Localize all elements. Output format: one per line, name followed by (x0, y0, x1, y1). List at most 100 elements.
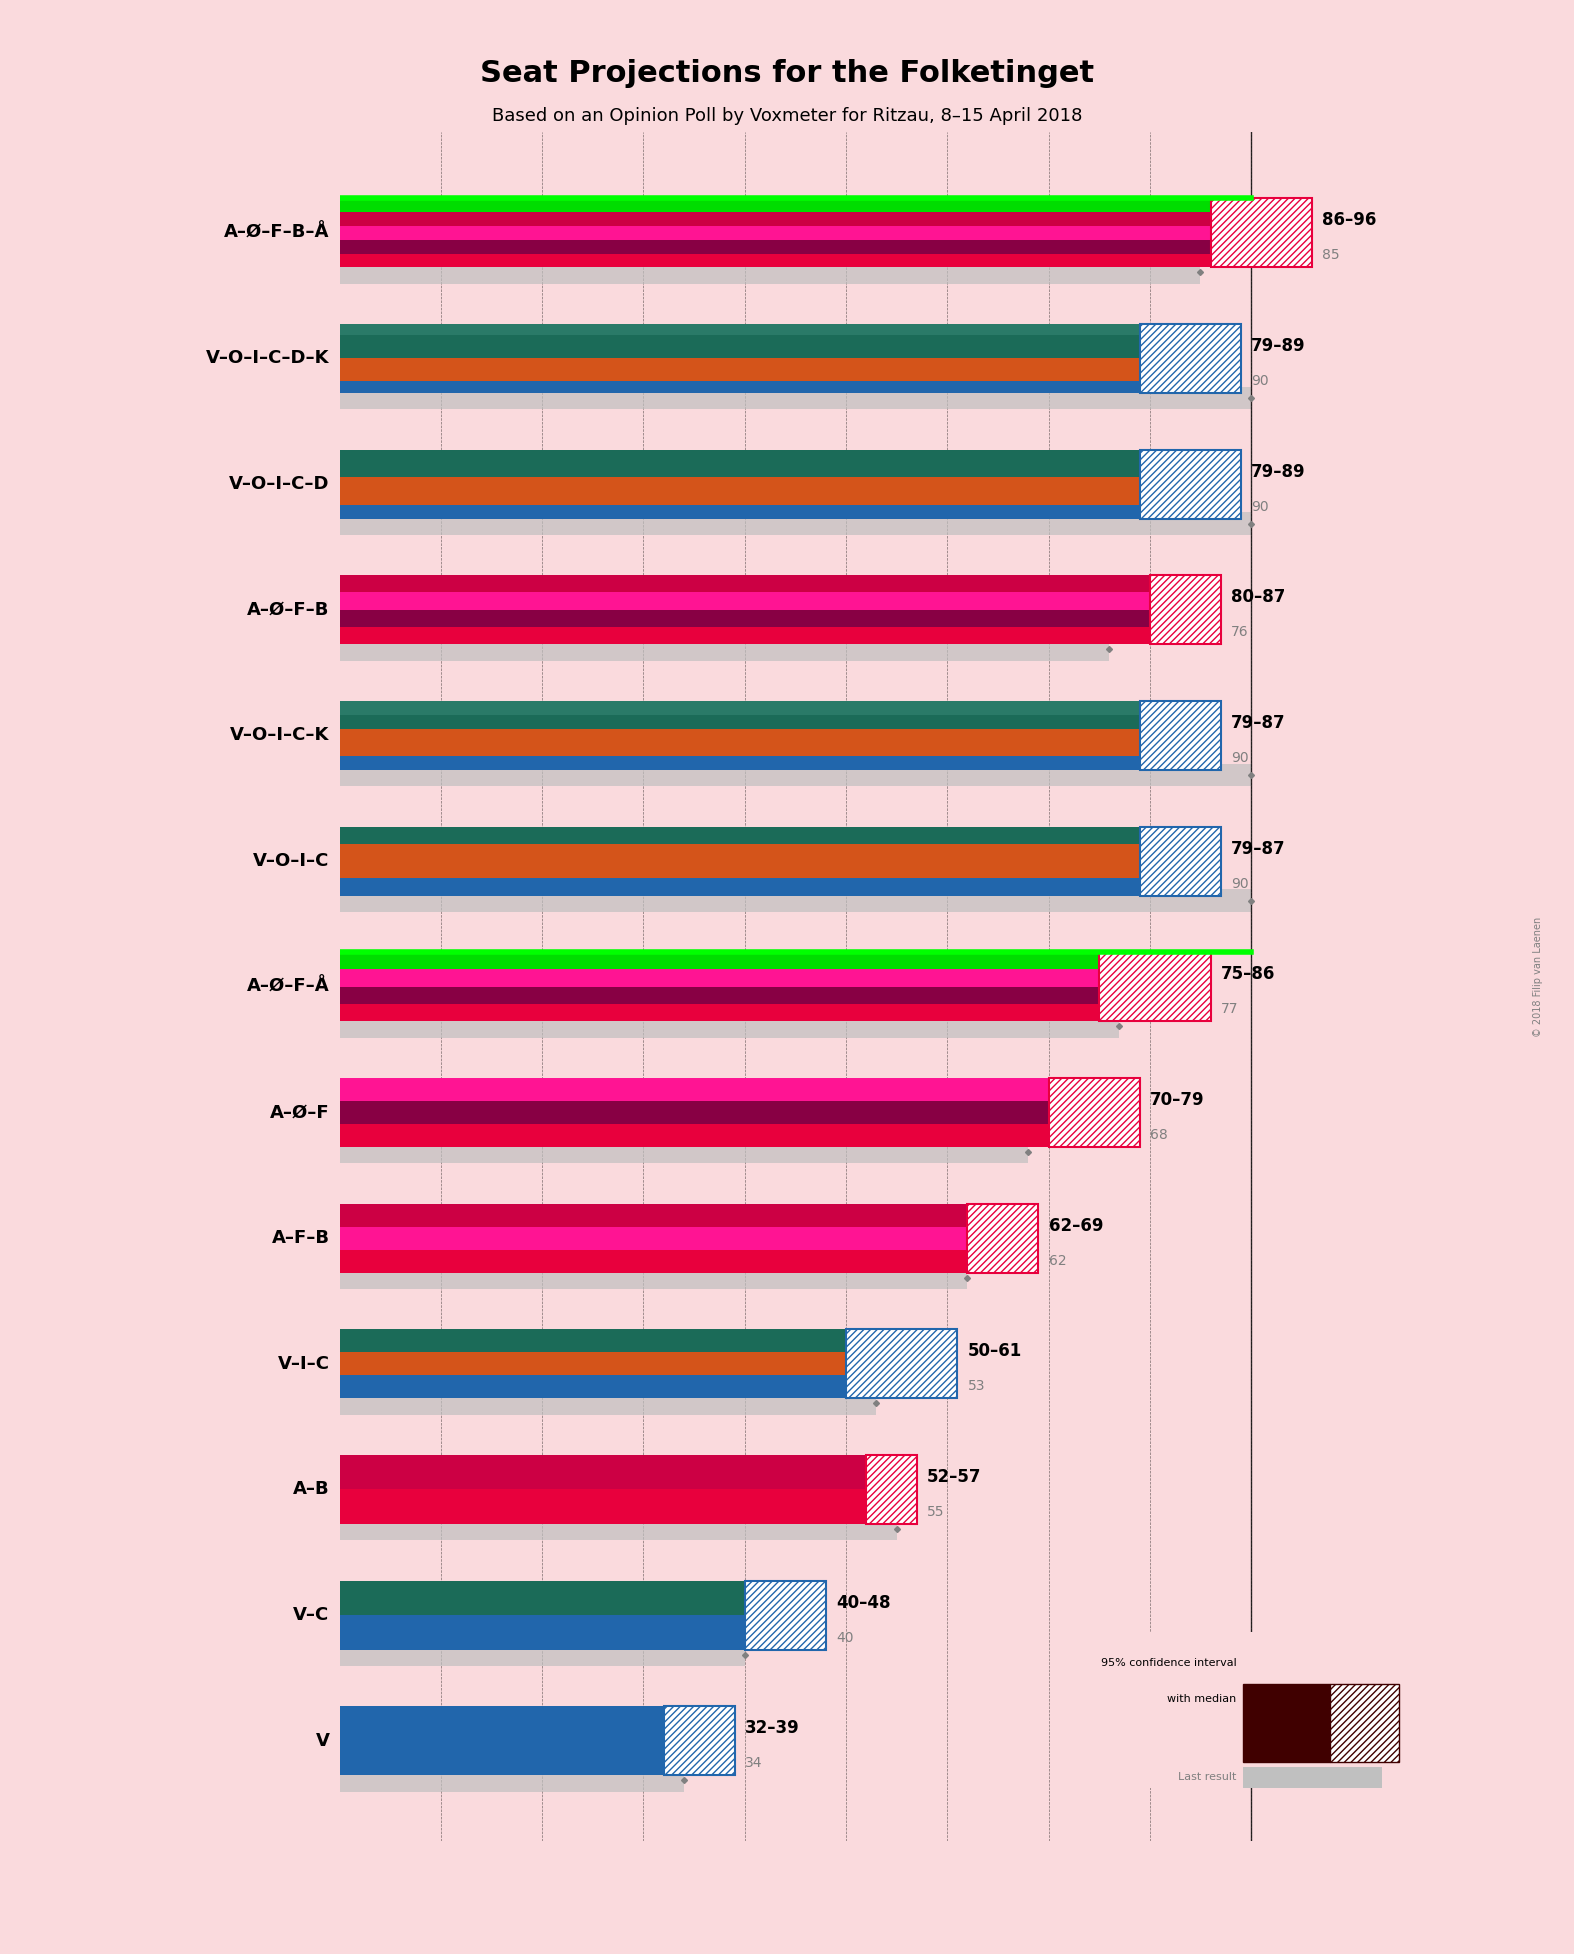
Bar (340, 1581, 745, 1616)
Bar (340, 1100, 1048, 1124)
Text: V–O–I–C: V–O–I–C (253, 852, 329, 870)
Text: V–I–C: V–I–C (277, 1354, 329, 1374)
Bar (1243, 1684, 1330, 1763)
Bar (340, 369, 1140, 381)
Text: V–O–I–C–D: V–O–I–C–D (228, 475, 329, 492)
Bar (340, 715, 1140, 729)
Bar (340, 756, 1140, 770)
Bar (340, 764, 1251, 786)
Bar (340, 1768, 685, 1792)
Text: 90: 90 (1251, 373, 1269, 389)
Text: V–O–I–C–K: V–O–I–C–K (230, 727, 329, 744)
Bar (340, 1251, 968, 1272)
Text: 90: 90 (1231, 877, 1248, 891)
Text: 50–61: 50–61 (968, 1342, 1022, 1360)
Text: A–Ø–F: A–Ø–F (269, 1104, 329, 1122)
Text: 68: 68 (1149, 1127, 1168, 1141)
Text: 79–89: 79–89 (1251, 463, 1306, 481)
Text: Based on an Opinion Poll by Voxmeter for Ritzau, 8–15 April 2018: Based on an Opinion Poll by Voxmeter for… (491, 107, 1083, 125)
Bar (1330, 1684, 1399, 1763)
Bar (340, 574, 1149, 592)
Bar (340, 743, 1140, 756)
Bar (340, 879, 1140, 895)
Bar (1099, 952, 1210, 1022)
Bar (340, 1124, 1048, 1147)
Text: 40: 40 (836, 1632, 853, 1645)
Bar (340, 240, 1210, 254)
Text: A–B: A–B (293, 1481, 329, 1499)
Bar (1149, 574, 1221, 645)
Bar (340, 387, 1251, 408)
Bar (340, 1643, 745, 1667)
Text: 95% confidence interval: 95% confidence interval (1100, 1657, 1237, 1667)
Bar (340, 1079, 1048, 1100)
Bar (340, 213, 1210, 227)
Text: V–O–I–C–D–K: V–O–I–C–D–K (206, 350, 329, 367)
Bar (340, 987, 1099, 1004)
Bar (340, 1004, 1099, 1022)
Bar (340, 862, 1140, 879)
Bar (340, 610, 1149, 627)
Text: 77: 77 (1221, 1002, 1239, 1016)
Bar (340, 844, 1140, 862)
Bar (1243, 1766, 1382, 1788)
Text: 62–69: 62–69 (1048, 1217, 1103, 1235)
Bar (340, 1329, 845, 1352)
Bar (1210, 197, 1311, 268)
Text: 70–79: 70–79 (1149, 1090, 1204, 1108)
Bar (968, 1204, 1039, 1272)
Bar (340, 348, 1140, 358)
Bar (340, 477, 1140, 490)
Bar (1140, 827, 1221, 895)
Bar (340, 729, 1140, 743)
Bar (340, 381, 1140, 393)
Bar (664, 1706, 735, 1776)
Bar (745, 1581, 826, 1649)
Text: A–Ø–F–B: A–Ø–F–B (247, 600, 329, 619)
Text: 32–39: 32–39 (745, 1720, 800, 1737)
Bar (340, 1014, 1119, 1038)
Bar (340, 701, 1140, 715)
Text: 80–87: 80–87 (1231, 588, 1286, 606)
Bar (340, 1141, 1028, 1163)
Text: © 2018 Filip van Laenen: © 2018 Filip van Laenen (1533, 916, 1543, 1038)
Bar (340, 254, 1210, 268)
Bar (340, 1227, 968, 1251)
Text: A–F–B: A–F–B (271, 1229, 329, 1247)
Text: with median: with median (1168, 1694, 1237, 1704)
Bar (340, 1204, 968, 1227)
Text: 79–89: 79–89 (1251, 336, 1306, 356)
Text: Last result: Last result (1179, 1772, 1237, 1782)
Bar (866, 1456, 916, 1524)
Bar (340, 358, 1140, 369)
Text: 79–87: 79–87 (1231, 713, 1286, 733)
Bar (340, 827, 1140, 844)
Text: V–C: V–C (293, 1606, 329, 1624)
Bar (1140, 701, 1221, 770)
Text: 75–86: 75–86 (1221, 965, 1275, 983)
Bar (340, 969, 1099, 987)
Text: 52–57: 52–57 (927, 1467, 982, 1485)
Bar (340, 512, 1251, 535)
Text: A–Ø–F–B–Å: A–Ø–F–B–Å (224, 225, 329, 242)
Bar (340, 504, 1140, 518)
Bar (340, 227, 1210, 240)
Text: 53: 53 (968, 1380, 985, 1393)
Text: 76: 76 (1231, 625, 1248, 639)
Text: V: V (315, 1731, 329, 1749)
Bar (340, 889, 1251, 913)
Text: 79–87: 79–87 (1231, 840, 1286, 858)
Bar (340, 1456, 866, 1489)
Text: A–Ø–F–Å: A–Ø–F–Å (247, 977, 329, 997)
Text: 34: 34 (745, 1757, 762, 1770)
Bar (845, 1329, 957, 1399)
Bar (1048, 1079, 1140, 1147)
Bar (340, 1616, 745, 1649)
Bar (340, 627, 1149, 645)
Text: 55: 55 (927, 1505, 944, 1518)
Bar (340, 262, 1201, 283)
Bar (340, 1706, 664, 1776)
Bar (340, 952, 1099, 969)
Text: 40–48: 40–48 (836, 1594, 891, 1612)
Bar (340, 490, 1140, 504)
